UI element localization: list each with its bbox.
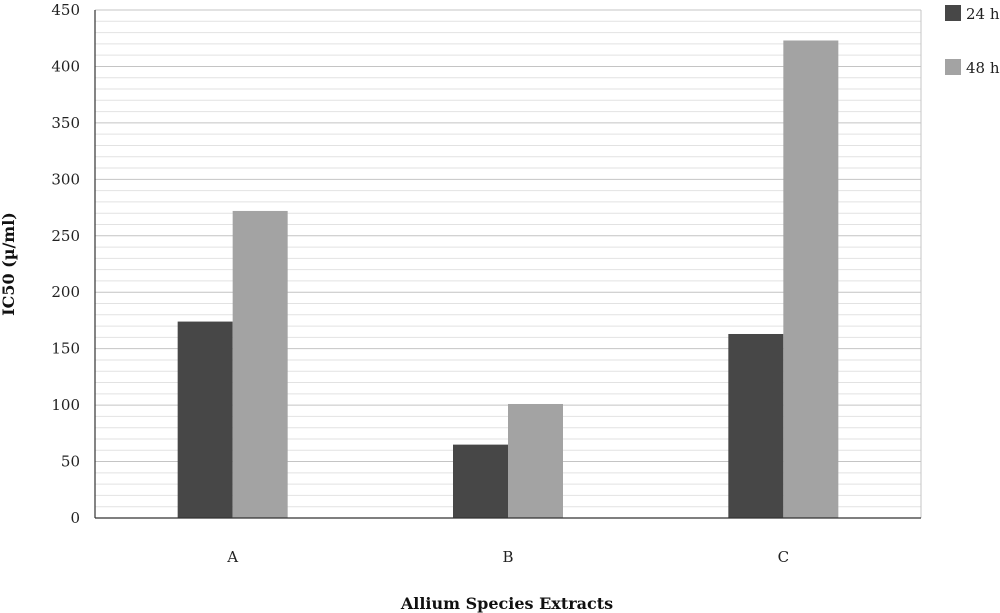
legend-label: 48 h [966, 59, 1000, 77]
bar-c-24h [728, 333, 784, 518]
y-tick-label: 150 [51, 340, 80, 358]
y-tick-label: 100 [51, 396, 80, 414]
x-tick-label: B [502, 548, 513, 566]
x-tick-label: A [226, 548, 238, 566]
y-tick-labels: 0 50 100 150 200 250 300 350 400 450 [51, 1, 80, 527]
y-tick-label: 400 [51, 57, 80, 75]
y-tick-label: 200 [51, 283, 80, 301]
legend-swatch [945, 5, 961, 21]
y-tick-label: 250 [51, 227, 80, 245]
legend-label: 24 h [966, 5, 1000, 23]
legend-swatch [945, 59, 961, 75]
bar-a-48h [232, 210, 288, 519]
y-axis-title: IC50 (µ/ml) [0, 212, 18, 316]
x-tick-label: C [778, 548, 789, 566]
y-tick-label: 350 [51, 114, 80, 132]
legend: 24 h 48 h [945, 5, 1000, 77]
y-tick-label: 450 [51, 1, 80, 19]
y-tick-label: 0 [70, 509, 80, 527]
bars [177, 40, 839, 519]
x-tick-labels: A B C [226, 548, 789, 566]
x-axis-title: Allium Species Extracts [400, 594, 613, 613]
bar-b-24h [453, 444, 508, 518]
axes [94, 10, 921, 519]
bar-a-24h [177, 321, 233, 518]
y-tick-label: 300 [51, 170, 80, 188]
y-tick-label: 50 [61, 453, 80, 471]
bar-c-48h [783, 40, 839, 518]
bar-b-48h [508, 403, 563, 518]
